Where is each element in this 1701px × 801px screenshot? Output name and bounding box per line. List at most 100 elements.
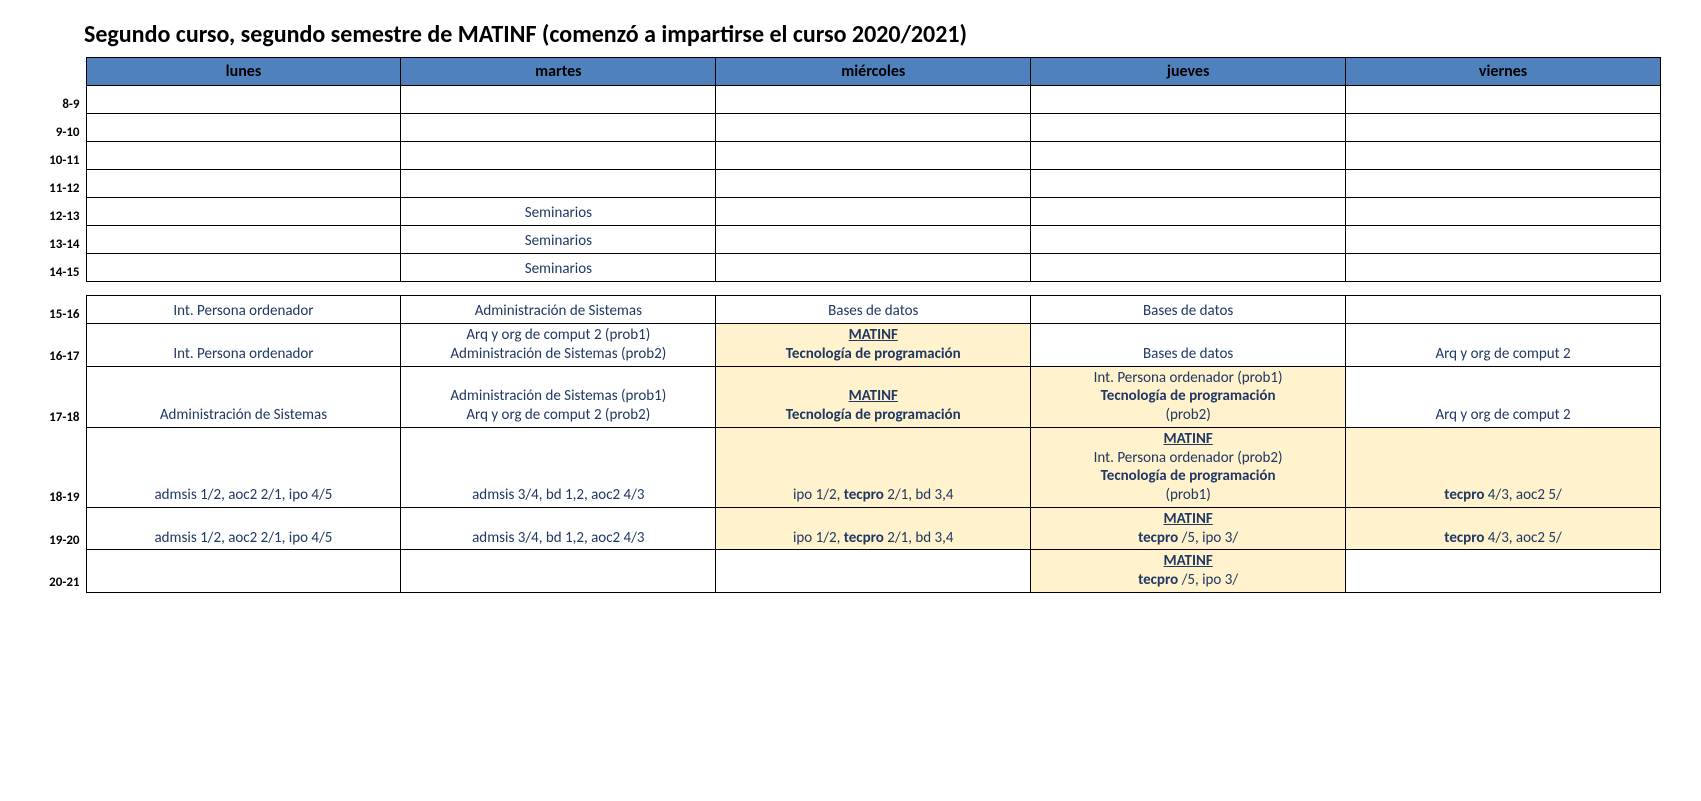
cell bbox=[401, 170, 716, 198]
cell bbox=[1031, 86, 1346, 114]
cell bbox=[86, 86, 401, 114]
cell: Seminarios bbox=[401, 198, 716, 226]
cell-line: Tecnología de programación bbox=[1037, 467, 1339, 486]
cell bbox=[1346, 86, 1661, 114]
cell-text: tecpro bbox=[1444, 529, 1484, 547]
matinf-label: MATINF bbox=[1037, 510, 1339, 529]
cell: Bases de datos bbox=[1031, 296, 1346, 324]
cell bbox=[1346, 198, 1661, 226]
time-label: 15-16 bbox=[40, 296, 86, 324]
cell bbox=[1031, 114, 1346, 142]
day-header-miercoles: miércoles bbox=[716, 58, 1031, 86]
cell bbox=[401, 114, 716, 142]
time-label: 13-14 bbox=[40, 226, 86, 254]
row-14: 14-15 Seminarios bbox=[40, 254, 1661, 282]
cell-highlight: Int. Persona ordenador (prob1) Tecnologí… bbox=[1031, 366, 1346, 427]
cell bbox=[401, 550, 716, 593]
row-19: 19-20 admsis 1/2, aoc2 2/1, ipo 4/5 adms… bbox=[40, 507, 1661, 550]
cell-line: Tecnología de programación bbox=[722, 406, 1024, 425]
cell bbox=[1346, 114, 1661, 142]
time-label: 20-21 bbox=[40, 550, 86, 593]
row-10: 10-11 bbox=[40, 142, 1661, 170]
time-label: 8-9 bbox=[40, 86, 86, 114]
cell: admsis 3/4, bd 1,2, aoc2 4/3 bbox=[401, 427, 716, 507]
cell-text: tecpro bbox=[844, 529, 884, 547]
timetable: lunes martes miércoles jueves viernes 8-… bbox=[40, 57, 1661, 593]
cell-highlight: MATINF Tecnología de programación bbox=[716, 366, 1031, 427]
cell-line: Int. Persona ordenador (prob1) bbox=[1037, 369, 1339, 388]
cell bbox=[1346, 142, 1661, 170]
day-header-lunes: lunes bbox=[86, 58, 401, 86]
cell-line: Tecnología de programación bbox=[1037, 387, 1339, 406]
cell-highlight: tecpro 4/3, aoc2 5/ bbox=[1346, 507, 1661, 550]
cell-text: 2/1, bd 3,4 bbox=[884, 486, 954, 504]
cell: Int. Persona ordenador bbox=[86, 324, 401, 367]
time-label: 19-20 bbox=[40, 507, 86, 550]
row-18: 18-19 admsis 1/2, aoc2 2/1, ipo 4/5 adms… bbox=[40, 427, 1661, 507]
cell: Arq y org de comput 2 bbox=[1346, 366, 1661, 427]
cell bbox=[716, 254, 1031, 282]
cell bbox=[716, 86, 1031, 114]
page-title: Segundo curso, segundo semestre de MATIN… bbox=[84, 20, 1661, 49]
cell bbox=[1346, 296, 1661, 324]
cell bbox=[1031, 254, 1346, 282]
cell: admsis 1/2, aoc2 2/1, ipo 4/5 bbox=[86, 427, 401, 507]
cell-highlight: ipo 1/2, tecpro 2/1, bd 3,4 bbox=[716, 507, 1031, 550]
matinf-label: MATINF bbox=[722, 387, 1024, 406]
row-8: 8-9 bbox=[40, 86, 1661, 114]
cell bbox=[1346, 170, 1661, 198]
cell bbox=[86, 550, 401, 593]
cell-highlight: ipo 1/2, tecpro 2/1, bd 3,4 bbox=[716, 427, 1031, 507]
cell bbox=[716, 550, 1031, 593]
cell-line: Administración de Sistemas (prob2) bbox=[407, 345, 709, 364]
row-15: 15-16 Int. Persona ordenador Administrac… bbox=[40, 296, 1661, 324]
matinf-label: MATINF bbox=[1037, 552, 1339, 571]
cell bbox=[86, 114, 401, 142]
cell-line: tecpro /5, ipo 3/ bbox=[1037, 529, 1339, 548]
cell bbox=[1031, 198, 1346, 226]
cell bbox=[86, 254, 401, 282]
cell-line: Arq y org de comput 2 (prob1) bbox=[407, 326, 709, 345]
cell: Arq y org de comput 2 bbox=[1346, 324, 1661, 367]
row-12: 12-13 Seminarios bbox=[40, 198, 1661, 226]
corner-blank bbox=[40, 58, 86, 86]
cell-highlight: MATINF tecpro /5, ipo 3/ bbox=[1031, 507, 1346, 550]
cell-text: /5, ipo 3/ bbox=[1178, 529, 1238, 547]
row-9: 9-10 bbox=[40, 114, 1661, 142]
cell-text: tecpro bbox=[844, 486, 884, 504]
cell-text: 4/3, aoc2 5/ bbox=[1484, 486, 1561, 504]
cell: Administración de Sistemas bbox=[401, 296, 716, 324]
cell-text: /5, ipo 3/ bbox=[1178, 571, 1238, 589]
cell bbox=[1346, 226, 1661, 254]
cell-line: (prob1) bbox=[1037, 486, 1339, 505]
row-20: 20-21 MATINF tecpro /5, ipo 3/ bbox=[40, 550, 1661, 593]
time-label: 18-19 bbox=[40, 427, 86, 507]
cell-line: Arq y org de comput 2 (prob2) bbox=[407, 406, 709, 425]
row-11: 11-12 bbox=[40, 170, 1661, 198]
cell: Bases de datos bbox=[1031, 324, 1346, 367]
cell-text: tecpro bbox=[1138, 571, 1178, 589]
cell-highlight: MATINF Tecnología de programación bbox=[716, 324, 1031, 367]
time-label: 14-15 bbox=[40, 254, 86, 282]
matinf-label: MATINF bbox=[722, 326, 1024, 345]
time-label: 10-11 bbox=[40, 142, 86, 170]
row-16: 16-17 Int. Persona ordenador Arq y org d… bbox=[40, 324, 1661, 367]
cell-highlight: MATINF Int. Persona ordenador (prob2) Te… bbox=[1031, 427, 1346, 507]
cell-highlight: MATINF tecpro /5, ipo 3/ bbox=[1031, 550, 1346, 593]
header-row: lunes martes miércoles jueves viernes bbox=[40, 58, 1661, 86]
time-label: 17-18 bbox=[40, 366, 86, 427]
cell-highlight: tecpro 4/3, aoc2 5/ bbox=[1346, 427, 1661, 507]
cell-text: 4/3, aoc2 5/ bbox=[1484, 529, 1561, 547]
cell: Bases de datos bbox=[716, 296, 1031, 324]
cell bbox=[86, 142, 401, 170]
cell: Arq y org de comput 2 (prob1) Administra… bbox=[401, 324, 716, 367]
spacer-row bbox=[40, 282, 1661, 296]
cell-line: (prob2) bbox=[1037, 406, 1339, 425]
cell: Int. Persona ordenador bbox=[86, 296, 401, 324]
cell bbox=[86, 198, 401, 226]
cell bbox=[401, 86, 716, 114]
cell bbox=[1031, 226, 1346, 254]
cell: Administración de Sistemas bbox=[86, 366, 401, 427]
cell bbox=[716, 226, 1031, 254]
matinf-label: MATINF bbox=[1037, 430, 1339, 449]
